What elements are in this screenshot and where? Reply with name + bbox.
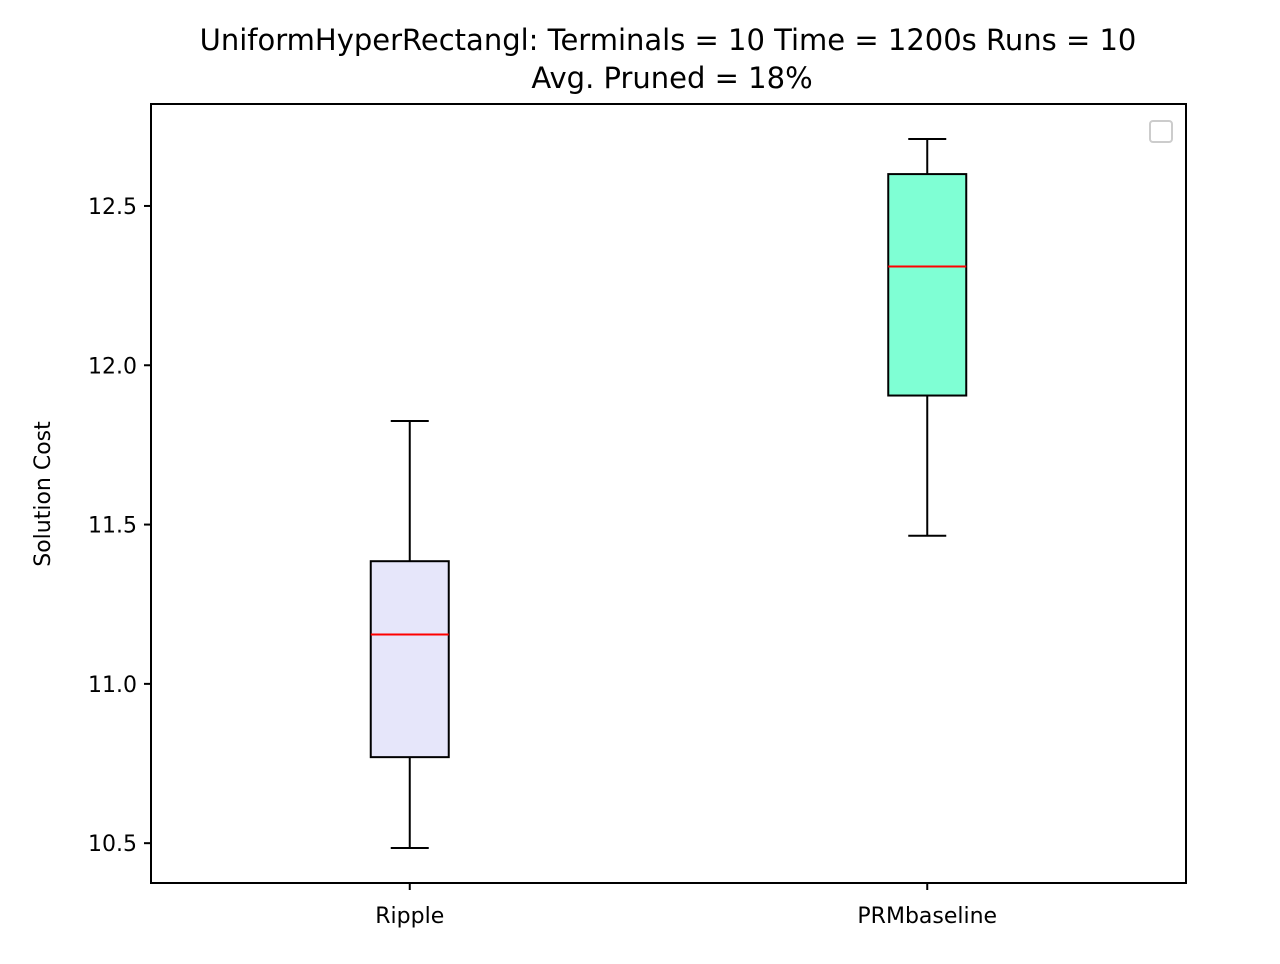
y-tick-label: 12.0	[88, 354, 137, 379]
chart-title-line-2: Avg. Pruned = 18%	[531, 61, 812, 95]
y-tick-label: 11.0	[88, 673, 137, 698]
y-tick-label: 11.5	[88, 514, 137, 539]
x-tick-label: PRMbaseline	[857, 904, 997, 929]
y-tick-label: 12.5	[88, 195, 137, 220]
plot-frame	[150, 103, 1187, 884]
box-ripple	[369, 560, 450, 759]
chart-title-line-1: UniformHyperRectangl: Terminals = 10 Tim…	[200, 23, 1137, 57]
plot-area: 10.5 11.0 11.5 12.0 12.5 Ripple PRMbaseline	[88, 138, 997, 929]
y-axis-label: Solution Cost	[31, 421, 56, 567]
box-prmbaseline	[887, 173, 968, 397]
legend-box	[1149, 120, 1173, 143]
x-tick-label: Ripple	[375, 904, 444, 929]
y-tick-label: 10.5	[88, 832, 137, 857]
